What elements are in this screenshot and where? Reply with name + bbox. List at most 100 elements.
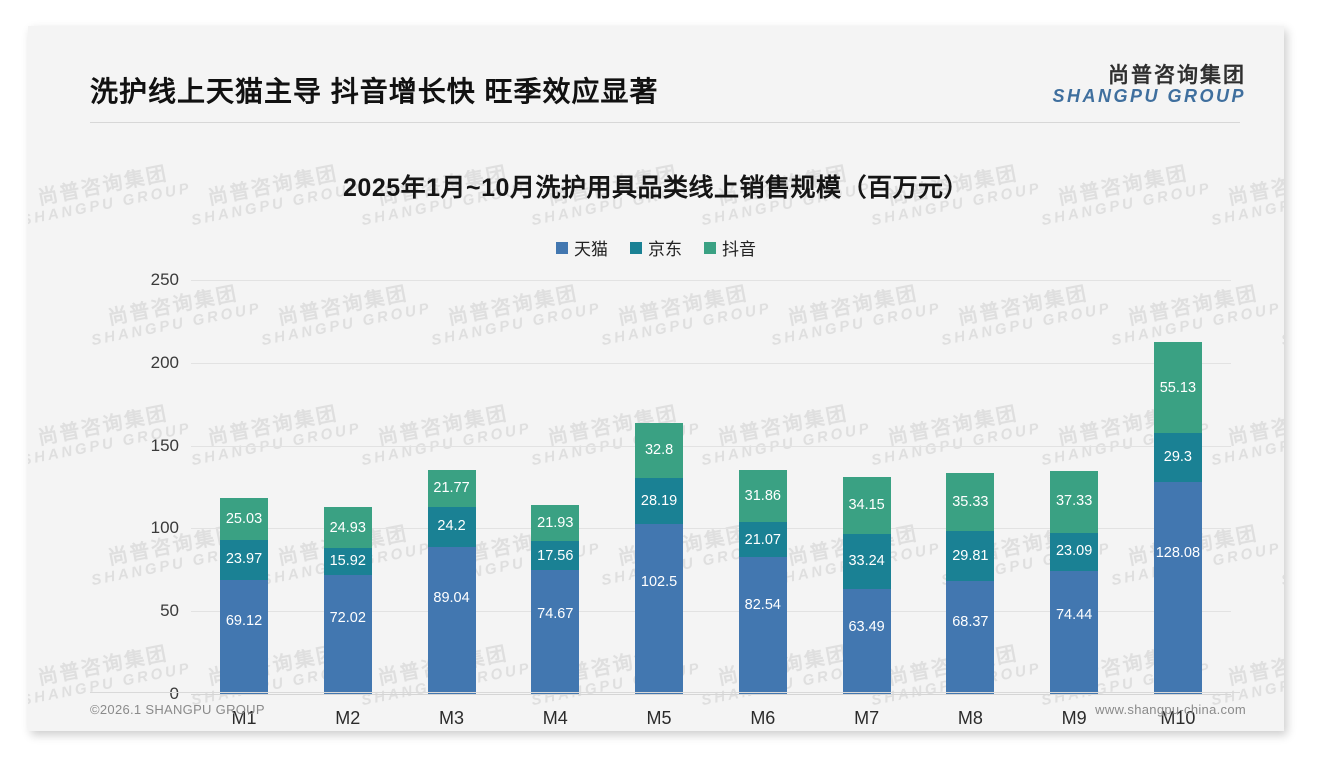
bar-value-label: 33.24 — [848, 553, 885, 570]
logo-english-text: SHANGPU GROUP — [1052, 86, 1246, 107]
bar-column-M9[interactable]: 37.33 23.09 74.44 M9 — [1043, 280, 1105, 728]
x-axis-tick-label: M9 — [1061, 708, 1087, 728]
legend-label: 天猫 — [574, 240, 608, 259]
bar-segment-天猫[interactable]: 69.12 — [220, 579, 268, 694]
legend-swatch-icon — [556, 241, 568, 254]
bar-segment-天猫[interactable]: 82.54 — [738, 557, 787, 694]
x-axis-tick-label: M5 — [646, 708, 672, 728]
bar-value-label: 35.33 — [952, 493, 989, 510]
bar-column-M3[interactable]: 21.77 24.2 89.04 M3 — [421, 280, 483, 728]
bar-segment-京东[interactable]: 15.92 — [323, 548, 372, 575]
legend-item-京东[interactable]: 京东 — [630, 235, 682, 260]
company-logo: 尚普咨询集团 SHANGPU GROUP — [1052, 64, 1246, 107]
bar-segment-京东[interactable]: 17.56 — [531, 541, 580, 571]
bar-value-label: 21.93 — [537, 514, 574, 531]
bar-segment-抖音[interactable]: 25.03 — [220, 498, 268, 540]
chart-title: 2025年1月~10月洗护用具品类线上销售规模（百万元） — [343, 174, 969, 202]
bar-value-label: 28.19 — [640, 492, 678, 509]
bar-value-label: 82.54 — [744, 597, 781, 614]
bar-segment-天猫[interactable]: 63.49 — [842, 588, 891, 694]
bar-segment-京东[interactable]: 33.24 — [842, 533, 891, 589]
bar-segment-天猫[interactable]: 89.04 — [427, 546, 476, 694]
bar-column-M5[interactable]: 32.8 28.19 102.5 M5 — [628, 280, 690, 728]
bar-segment-天猫[interactable]: 102.5 — [635, 524, 684, 694]
x-axis-tick-label: M7 — [854, 708, 880, 728]
bar-segment-抖音[interactable]: 35.33 — [946, 472, 995, 532]
bar-value-label: 15.92 — [329, 553, 366, 570]
bar-value-label: 74.44 — [1055, 606, 1093, 623]
page-title: 洗护线上天猫主导 抖音增长快 旺季效应显著 — [90, 76, 659, 107]
bar-segment-抖音[interactable]: 21.93 — [531, 504, 580, 542]
bar-segment-京东[interactable]: 29.3 — [1153, 433, 1202, 482]
bar-column-M6[interactable]: 31.86 21.07 82.54 M6 — [732, 280, 794, 728]
y-axis-tick-label: 100 — [150, 518, 179, 538]
bar-segment-京东[interactable]: 28.19 — [635, 477, 684, 525]
legend-item-抖音[interactable]: 抖音 — [704, 235, 756, 260]
bar-segment-抖音[interactable]: 24.93 — [323, 507, 372, 549]
bar-segment-抖音[interactable]: 37.33 — [1050, 470, 1099, 533]
gridline — [191, 362, 1231, 364]
bar-value-label: 128.08 — [1155, 544, 1201, 561]
x-axis-tick-label: M8 — [957, 708, 983, 728]
bar-value-label: 31.86 — [744, 487, 781, 504]
gridline — [191, 280, 1231, 281]
footer-website[interactable]: www.shangpu-china.com — [1095, 702, 1246, 717]
bar-segment-抖音[interactable]: 31.86 — [738, 469, 787, 523]
bar-segment-天猫[interactable]: 74.67 — [531, 570, 580, 694]
bar-segment-天猫[interactable]: 68.37 — [946, 580, 995, 694]
bar-segment-京东[interactable]: 23.97 — [220, 539, 268, 580]
chart-legend: 天猫 京东 抖音 — [28, 235, 1284, 260]
x-axis-tick-label: M4 — [542, 708, 568, 728]
x-axis-tick-label: M2 — [335, 708, 361, 728]
bar-value-label: 29.3 — [1163, 449, 1192, 466]
bar-segment-抖音[interactable]: 32.8 — [635, 423, 684, 478]
bar-value-label: 23.09 — [1055, 543, 1093, 560]
bar-segment-京东[interactable]: 29.81 — [946, 531, 995, 581]
bar-value-label: 25.03 — [225, 510, 263, 527]
bar-value-label: 102.5 — [640, 574, 678, 591]
bar-value-label: 24.93 — [329, 519, 366, 536]
bar-column-M10[interactable]: 55.13 29.3 128.08 M10 — [1147, 280, 1209, 728]
logo-chinese-text: 尚普咨询集团 — [1108, 64, 1246, 87]
bar-segment-天猫[interactable]: 74.44 — [1050, 570, 1099, 694]
bar-value-label: 37.33 — [1055, 493, 1093, 510]
x-axis-tick-label: M1 — [231, 708, 257, 728]
legend-label: 抖音 — [722, 240, 756, 259]
gridline — [191, 611, 1231, 613]
bar-segment-京东[interactable]: 21.07 — [738, 522, 787, 558]
gridline — [191, 528, 1231, 530]
bar-column-M7[interactable]: 34.15 33.24 63.49 M7 — [836, 280, 898, 728]
bar-value-label: 21.07 — [744, 531, 781, 548]
y-axis-tick-label: 150 — [150, 435, 179, 455]
bar-group: 25.03 23.97 69.12 M1 24.93 15.92 72.02 M2 21.77 2… — [191, 280, 1231, 728]
header-divider — [90, 122, 1240, 123]
y-axis-tick-label: 50 — [160, 601, 179, 621]
slide-canvas: 尚普咨询集团 SHANGPU GROUP 尚普咨询集团 SHANGPU GROUP 尚普… — [28, 26, 1284, 731]
legend-item-天猫[interactable]: 天猫 — [556, 235, 608, 260]
bar-segment-京东[interactable]: 23.09 — [1050, 532, 1099, 571]
bar-value-label: 17.56 — [537, 547, 574, 564]
bar-segment-京东[interactable]: 24.2 — [427, 506, 476, 547]
x-axis-tick-label: M10 — [1160, 708, 1196, 728]
bar-value-label: 29.81 — [952, 547, 989, 564]
bar-segment-天猫[interactable]: 72.02 — [323, 574, 372, 694]
legend-swatch-icon — [704, 241, 716, 254]
footer-divider — [90, 692, 1240, 693]
gridline — [191, 445, 1231, 447]
bar-column-M2[interactable]: 24.93 15.92 72.02 M2 — [317, 280, 379, 728]
bar-value-label: 32.8 — [644, 442, 674, 459]
x-axis-tick-label: M6 — [750, 708, 776, 728]
bar-segment-抖音[interactable]: 34.15 — [842, 477, 891, 534]
gridline — [191, 694, 1231, 695]
y-axis-tick-label: 250 — [150, 270, 179, 289]
x-axis-tick-label: M3 — [439, 708, 465, 728]
bar-segment-抖音[interactable]: 55.13 — [1153, 342, 1202, 434]
bar-column-M8[interactable]: 35.33 29.81 68.37 M8 — [939, 280, 1001, 728]
bar-column-M4[interactable]: 21.93 17.56 74.67 M4 — [524, 280, 586, 728]
bar-segment-抖音[interactable]: 21.77 — [427, 470, 476, 507]
bar-column-M1[interactable]: 25.03 23.97 69.12 M1 — [213, 280, 275, 728]
bar-segment-天猫[interactable]: 128.08 — [1153, 481, 1202, 694]
